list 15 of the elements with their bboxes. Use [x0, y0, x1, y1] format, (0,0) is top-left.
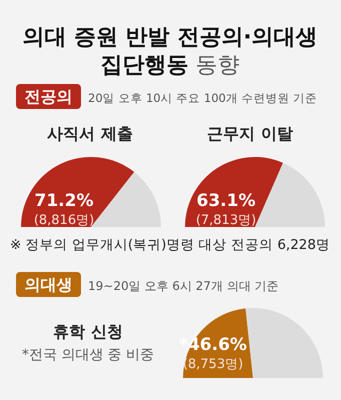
text: (8,816명) [34, 213, 94, 228]
text: (7,813명) [196, 213, 256, 228]
data-label: 63.1% [196, 191, 256, 211]
chart-title: 근무지 이탈 [207, 124, 293, 143]
data-label: 71.2% [34, 191, 94, 211]
text: *전국 의대생 중 비중 [22, 347, 154, 363]
chart-title: 사직서 제출 [47, 124, 133, 143]
text: 휴학 신청 [53, 322, 123, 341]
text: 의대 증원 반발 전공의·의대생 집단행동 동향 [22, 25, 318, 78]
text: 전공의 [24, 87, 72, 106]
text: 의대생 [24, 275, 72, 294]
text: 20일 오후 10시 주요 100개 수련병원 기준 [88, 91, 318, 105]
text: 19~20일 오후 6시 27개 의대 기준 [88, 279, 279, 293]
text: (8,753명) [182, 357, 244, 372]
text: ※ 정부의 업무개시(복귀)명령 대상 전공의 6,228명 [10, 237, 330, 253]
